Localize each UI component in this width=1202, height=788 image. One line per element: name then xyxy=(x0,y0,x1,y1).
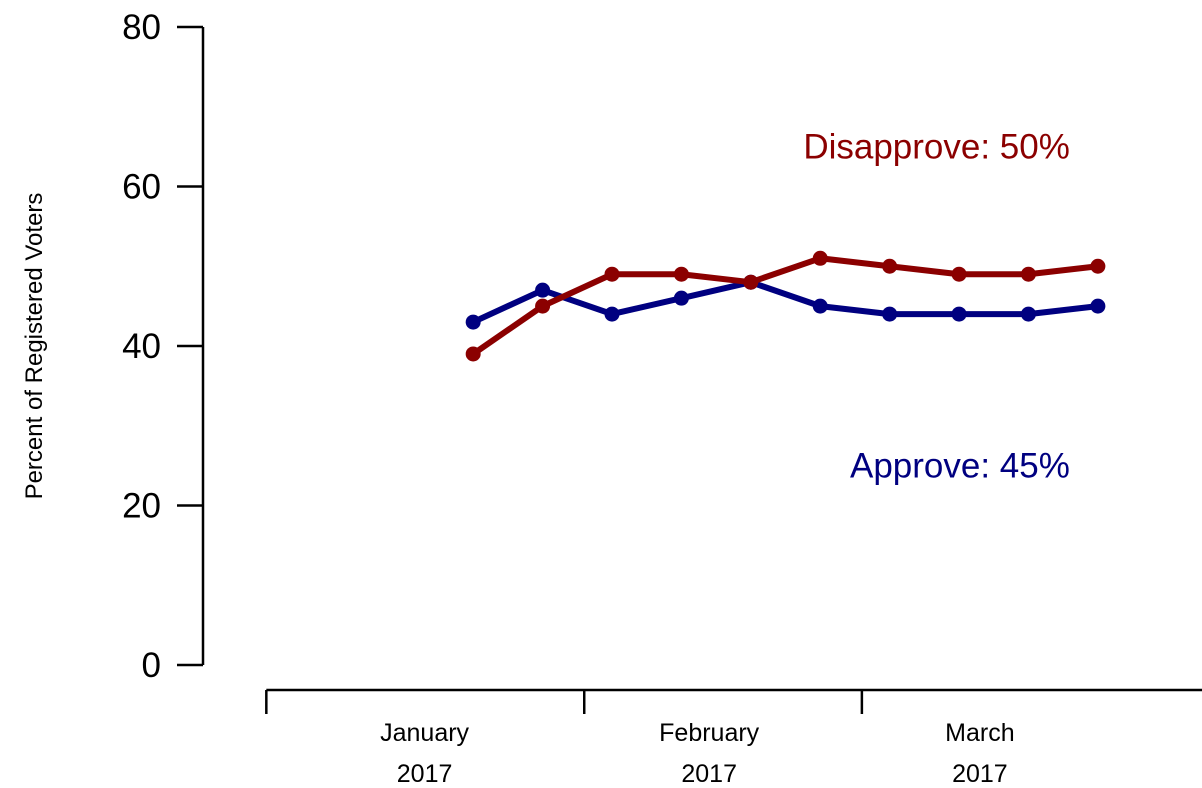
series-approve xyxy=(465,274,1106,330)
x-tick-label-month: February xyxy=(659,719,760,747)
series-line-disapprove xyxy=(470,255,1101,357)
series-line-approve xyxy=(470,279,1101,326)
data-point-disapprove xyxy=(812,250,828,266)
x-tick-label-year: 2017 xyxy=(681,760,737,788)
y-axis: 0 20 40 60 80 xyxy=(122,8,205,685)
x-tick-label-year: 2017 xyxy=(397,760,453,788)
y-tick-label: 80 xyxy=(122,8,161,47)
data-point-approve xyxy=(1090,298,1106,314)
data-point-approve xyxy=(951,306,967,322)
data-point-disapprove xyxy=(465,346,481,362)
y-tick-label: 60 xyxy=(122,168,161,207)
annotation-layer: Disapprove: 50% Approve: 45% xyxy=(803,128,1070,486)
y-axis-label: Percent of Registered Voters xyxy=(21,193,48,500)
y-tick-label: 20 xyxy=(122,487,161,526)
data-point-disapprove xyxy=(673,266,689,282)
data-point-disapprove xyxy=(743,274,759,290)
series-layer xyxy=(465,250,1106,362)
data-point-approve xyxy=(1020,306,1036,322)
y-tick-label: 40 xyxy=(122,327,161,366)
data-point-approve xyxy=(604,306,620,322)
data-point-approve xyxy=(812,298,828,314)
data-point-approve xyxy=(673,290,689,306)
y-tick-label: 0 xyxy=(142,646,161,685)
x-tick-label-month: January xyxy=(380,719,469,747)
data-point-disapprove xyxy=(951,266,967,282)
x-tick-label-year: 2017 xyxy=(952,760,1008,788)
data-point-disapprove xyxy=(1020,266,1036,282)
data-point-disapprove xyxy=(535,298,551,314)
data-point-disapprove xyxy=(604,266,620,282)
x-tick-label-month: March xyxy=(945,719,1014,747)
annotation-disapprove: Disapprove: 50% xyxy=(803,128,1070,167)
data-point-approve xyxy=(882,306,898,322)
annotation-approve: Approve: 45% xyxy=(850,447,1070,486)
data-point-approve xyxy=(465,314,481,330)
x-axis: January 2017 February 2017 March 2017 xyxy=(265,688,1202,788)
data-point-approve xyxy=(535,282,551,298)
data-point-disapprove xyxy=(882,258,898,274)
series-disapprove xyxy=(465,250,1106,362)
data-point-disapprove xyxy=(1090,258,1106,274)
